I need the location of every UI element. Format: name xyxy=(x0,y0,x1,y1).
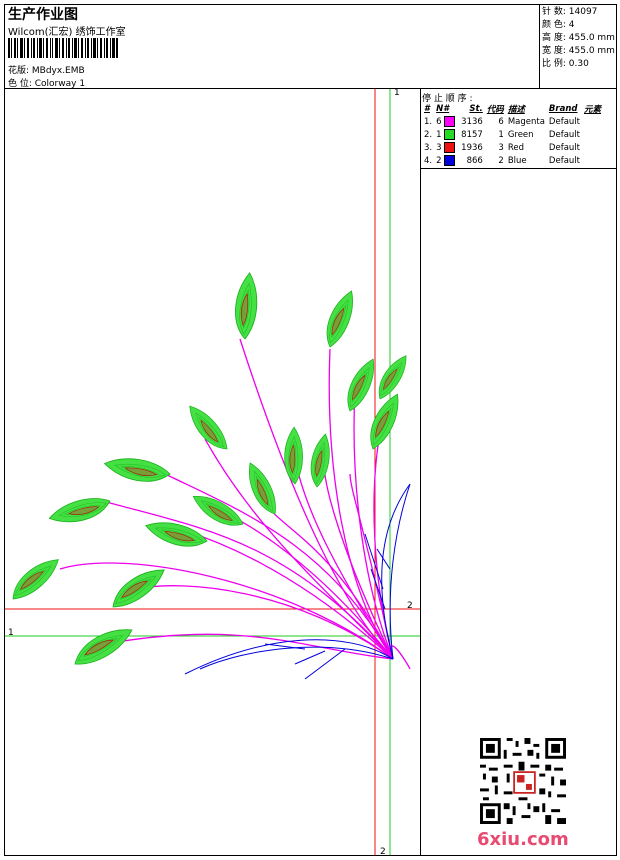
canvas-divider xyxy=(420,88,421,856)
spec-width: 宽 度: 455.0 mm xyxy=(542,46,615,56)
col-element: 元素 xyxy=(583,105,601,115)
spec-stitches: 针 数: 14097 xyxy=(542,7,598,17)
table-row: 1. 6 3136 6 Magenta Default xyxy=(424,116,580,127)
col-desc: 描述 xyxy=(507,105,525,115)
table-row: 3. 3 1936 3 Red Default xyxy=(424,142,580,153)
header-divider xyxy=(4,88,617,89)
sheet-frame xyxy=(4,4,617,856)
colorway-label: 色 位: Colorway 1 xyxy=(8,79,86,89)
col-needle: N# xyxy=(436,104,450,114)
color-swatch xyxy=(444,129,456,140)
col-index: # xyxy=(424,104,430,114)
watermark-logo: 6xiu.com xyxy=(477,829,569,850)
company-name: Wilcom(汇宏) 绣饰工作室 xyxy=(8,27,126,38)
specs-divider xyxy=(539,4,540,89)
spec-scale: 比 例: 0.30 xyxy=(542,59,589,69)
spec-height: 高 度: 455.0 mm xyxy=(542,33,615,43)
stop-sequence-title: 停 止 顺 序 : xyxy=(422,94,473,104)
qr-code-icon xyxy=(480,738,566,824)
page-title: 生产作业图 xyxy=(8,7,78,23)
color-swatch xyxy=(444,116,456,127)
color-sequence-table: # N# St. 代码 描述 Brand 元素 1. 6 3136 6 Mage… xyxy=(422,103,603,167)
marker-v1: 1 xyxy=(394,88,400,98)
color-swatch xyxy=(444,142,456,153)
marker-h1: 1 xyxy=(8,628,14,638)
marker-v2: 2 xyxy=(380,847,386,857)
marker-h2: 2 xyxy=(407,601,413,611)
embroidery-canvas xyxy=(5,89,420,855)
spec-colors: 颜 色: 4 xyxy=(542,20,575,30)
pattern-filename: 花版: MBdyx.EMB xyxy=(8,66,85,76)
stems xyxy=(59,338,411,670)
color-swatch xyxy=(444,155,456,166)
table-row: 2. 1 8157 1 Green Default xyxy=(424,129,580,140)
barcode-icon xyxy=(8,38,118,58)
col-brand: Brand xyxy=(548,104,578,114)
table-header-row: # N# St. 代码 描述 Brand 元素 xyxy=(422,103,603,115)
table-row: 4. 2 866 2 Blue Default xyxy=(424,155,580,166)
col-stitches: St. xyxy=(469,104,483,114)
table-bottom-line xyxy=(420,168,617,169)
col-code: 代码 xyxy=(486,105,504,115)
blue-leaves xyxy=(184,483,411,680)
specs-panel: 针 数: 14097 颜 色: 4 高 度: 455.0 mm 宽 度: 455… xyxy=(542,6,615,71)
